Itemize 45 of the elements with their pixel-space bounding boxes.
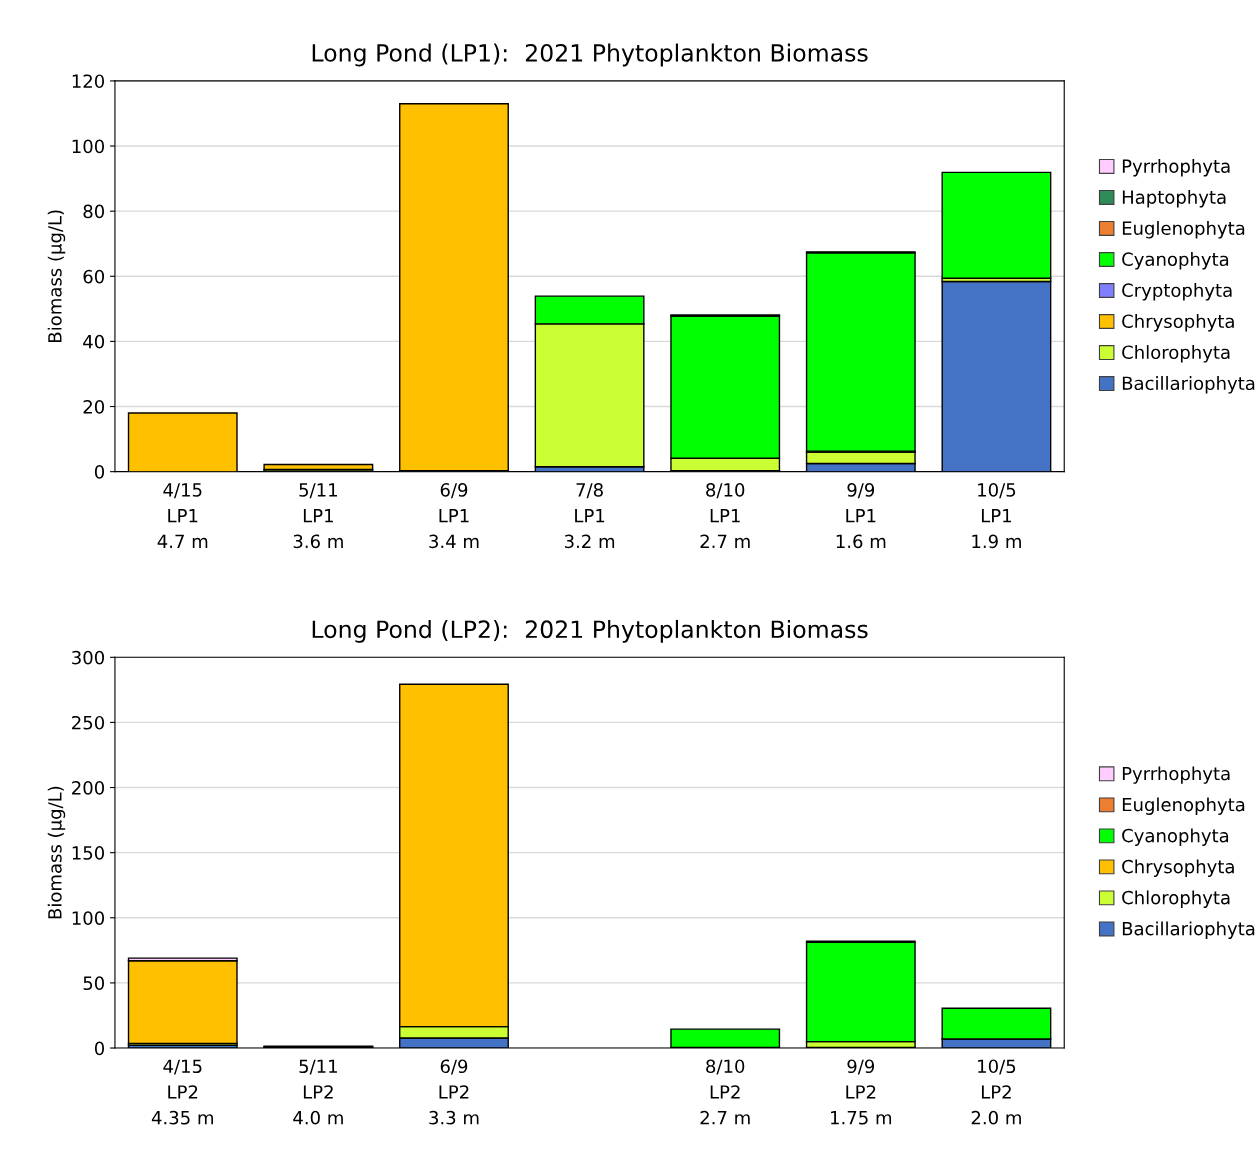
- legend-label: Cyanophyta: [1122, 828, 1229, 846]
- x-tick-label: 10/5 LP2 2.0 m: [971, 1059, 1021, 1125]
- x-tick-label: 8/10 LP1 2.7 m: [700, 483, 750, 548]
- legend-label: Chlorophyta: [1122, 345, 1230, 363]
- y-axis-title: Biomass (µg/L): [47, 210, 66, 342]
- legend-label: Euglenophyta: [1122, 221, 1245, 239]
- chart-title: Long Pond (LP1): 2021 Phytoplankton Biomass: [312, 43, 868, 67]
- x-tick-label: 7/8 LP1 3.2 m: [564, 483, 615, 549]
- legend-label: Cyanophyta: [1122, 252, 1229, 270]
- legend-label: Cryptophyta: [1122, 283, 1232, 301]
- legend-label: Euglenophyta: [1122, 797, 1245, 815]
- x-tick-label: 6/9 LP2 3.3 m: [429, 1059, 479, 1125]
- legend-label: Pyrrhophyta: [1122, 158, 1230, 177]
- legend-label: Haptophyta: [1122, 190, 1226, 208]
- legend-label: Pyrrhophyta: [1122, 766, 1230, 784]
- x-tick-label: 9/9 LP1 1.6 m: [836, 483, 886, 549]
- y-tick-label: 300: [72, 650, 105, 665]
- legend-label: Bacillariophyta: [1122, 376, 1255, 394]
- y-tick-label: 20: [83, 399, 105, 414]
- y-tick-label: 100: [72, 139, 105, 154]
- x-tick-label: 5/11 LP1 3.6 m: [293, 483, 343, 549]
- legend-label: Chlorophyta: [1122, 890, 1230, 908]
- legend-label: Chrysophyta: [1122, 314, 1234, 332]
- x-tick-label: 6/9 LP1 3.4 m: [429, 483, 479, 549]
- y-tick-label: 60: [83, 269, 105, 284]
- chart-title: Long Pond (LP2): 2021 Phytoplankton Biomass: [312, 619, 868, 643]
- x-tick-label: 8/10 LP2 2.7 m: [700, 1059, 750, 1125]
- x-tick-label: 9/9 LP2 1.75 m: [831, 1059, 892, 1125]
- x-tick-label: 4/15 LP2 4.35 m: [151, 1059, 213, 1125]
- legend-label: Chrysophyta: [1122, 859, 1234, 877]
- y-tick-label: 50: [83, 976, 105, 991]
- legend-label: Bacillariophyta: [1122, 921, 1255, 939]
- y-axis-title: Biomass (µg/L): [47, 786, 66, 919]
- y-tick-label: 250: [72, 715, 105, 730]
- y-tick-label: 120: [72, 74, 105, 89]
- y-tick-label: 80: [83, 204, 105, 219]
- y-tick-label: 150: [72, 846, 105, 860]
- x-tick-label: 5/11 LP2 4.0 m: [293, 1059, 343, 1125]
- x-tick-label: 4/15 LP1 4.7 m: [157, 483, 208, 548]
- y-tick-label: 0: [94, 1041, 105, 1056]
- y-tick-label: 200: [72, 781, 105, 795]
- y-tick-label: 0: [94, 465, 105, 479]
- x-tick-label: 10/5 LP1 1.9 m: [972, 483, 1021, 549]
- y-tick-label: 40: [83, 334, 105, 349]
- y-tick-label: 100: [72, 911, 105, 925]
